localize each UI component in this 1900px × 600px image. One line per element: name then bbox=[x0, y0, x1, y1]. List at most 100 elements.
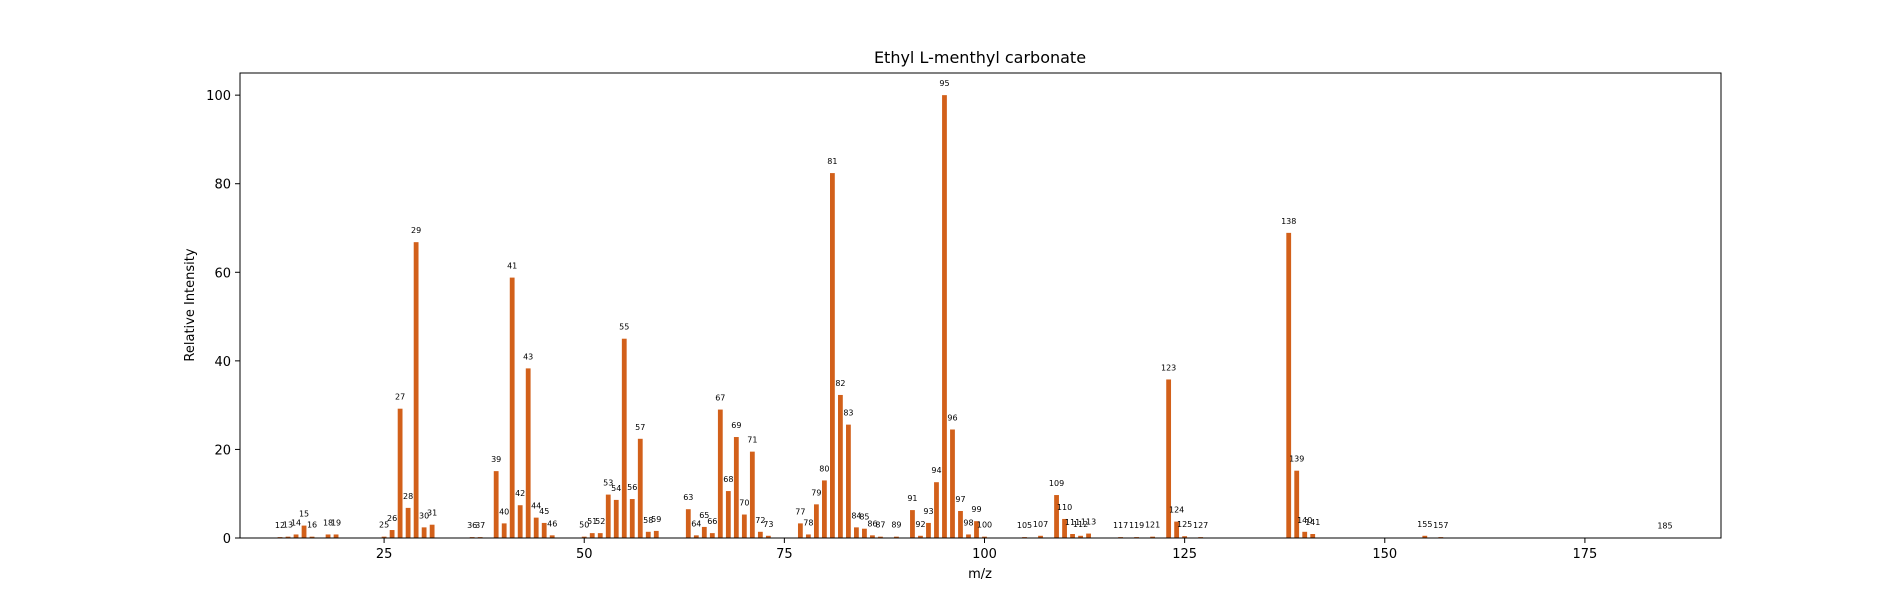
data-label-mz-50: 50 bbox=[579, 521, 589, 530]
data-label-mz-57: 57 bbox=[635, 423, 645, 432]
data-label-mz-105: 105 bbox=[1017, 521, 1032, 530]
data-label-mz-96: 96 bbox=[947, 414, 957, 423]
data-label-mz-92: 92 bbox=[915, 520, 925, 529]
bar-mz-64 bbox=[693, 535, 699, 538]
data-label-mz-43: 43 bbox=[523, 352, 533, 361]
data-label-mz-155: 155 bbox=[1417, 520, 1432, 529]
data-label-mz-95: 95 bbox=[939, 79, 949, 88]
data-label-mz-28: 28 bbox=[403, 492, 413, 501]
bar-mz-40 bbox=[501, 523, 507, 538]
bar-mz-67 bbox=[717, 409, 723, 538]
data-label-mz-86: 86 bbox=[867, 519, 877, 528]
bar-mz-98 bbox=[966, 534, 971, 538]
bar-mz-18 bbox=[325, 534, 331, 538]
data-label-mz-53: 53 bbox=[603, 479, 613, 488]
bar-mz-30 bbox=[421, 527, 427, 538]
bar-mz-84 bbox=[854, 527, 859, 538]
data-label-mz-85: 85 bbox=[859, 513, 869, 522]
y-tick-label-0: 0 bbox=[223, 532, 231, 547]
data-label-mz-45: 45 bbox=[539, 507, 549, 516]
bar-mz-77 bbox=[797, 523, 803, 538]
bar-mz-19 bbox=[333, 534, 339, 538]
data-label-mz-140: 140 bbox=[1297, 516, 1312, 525]
bar-mz-66 bbox=[709, 533, 715, 538]
y-tick-label-80: 80 bbox=[214, 178, 231, 193]
bar-mz-15 bbox=[301, 525, 307, 538]
data-label-mz-111: 111 bbox=[1065, 518, 1080, 527]
bar-mz-53 bbox=[605, 494, 611, 538]
data-label-mz-29: 29 bbox=[411, 226, 421, 235]
data-label-mz-42: 42 bbox=[515, 489, 525, 498]
bar-mz-55 bbox=[621, 338, 627, 538]
x-tick-label-100: 100 bbox=[972, 547, 997, 562]
y-axis-label: Relative Intensity bbox=[183, 248, 198, 361]
data-label-mz-109: 109 bbox=[1049, 479, 1064, 488]
data-label-mz-16: 16 bbox=[307, 521, 317, 530]
data-label-mz-83: 83 bbox=[843, 409, 853, 418]
bar-mz-109 bbox=[1054, 495, 1059, 538]
data-label-mz-113: 113 bbox=[1081, 518, 1096, 527]
chart-title: Ethyl L-menthyl carbonate bbox=[874, 48, 1086, 67]
data-label-mz-19: 19 bbox=[331, 518, 341, 527]
data-label-mz-157: 157 bbox=[1433, 521, 1448, 530]
data-label-mz-46: 46 bbox=[547, 519, 557, 528]
data-label-mz-37: 37 bbox=[475, 521, 485, 530]
data-label-mz-117: 117 bbox=[1113, 521, 1128, 530]
bar-mz-31 bbox=[429, 524, 435, 538]
data-label-mz-41: 41 bbox=[507, 262, 517, 271]
data-label-mz-93: 93 bbox=[923, 507, 933, 516]
data-label-mz-40: 40 bbox=[499, 507, 509, 516]
bar-mz-140 bbox=[1302, 531, 1308, 538]
y-tick-label-100: 100 bbox=[206, 89, 231, 104]
bar-mz-94 bbox=[934, 482, 939, 538]
bar-mz-65 bbox=[701, 526, 707, 538]
bar-mz-99 bbox=[974, 521, 979, 538]
bar-mz-91 bbox=[910, 510, 915, 538]
data-label-mz-70: 70 bbox=[739, 499, 749, 508]
bar-mz-124 bbox=[1174, 521, 1180, 538]
data-label-mz-127: 127 bbox=[1193, 521, 1208, 530]
bar-mz-39 bbox=[493, 471, 499, 538]
data-label-mz-82: 82 bbox=[835, 379, 845, 388]
bar-mz-93 bbox=[926, 522, 931, 538]
bar-mz-27 bbox=[397, 408, 403, 538]
data-label-mz-185: 185 bbox=[1657, 522, 1672, 531]
x-axis-label: m/z bbox=[968, 567, 992, 582]
data-label-mz-31: 31 bbox=[427, 509, 437, 518]
bar-mz-52 bbox=[597, 533, 603, 538]
bar-mz-14 bbox=[293, 534, 299, 538]
data-label-mz-124: 124 bbox=[1169, 506, 1184, 515]
data-label-mz-80: 80 bbox=[819, 464, 829, 473]
bar-mz-111 bbox=[1070, 534, 1075, 538]
data-label-mz-66: 66 bbox=[707, 517, 717, 526]
data-label-mz-59: 59 bbox=[651, 515, 661, 524]
bar-mz-46 bbox=[549, 535, 555, 538]
bar-mz-72 bbox=[757, 531, 763, 538]
bar-mz-89 bbox=[894, 536, 899, 538]
data-label-mz-110: 110 bbox=[1057, 503, 1072, 512]
bar-mz-59 bbox=[653, 530, 659, 538]
bar-mz-141 bbox=[1310, 534, 1316, 538]
data-label-mz-87: 87 bbox=[875, 521, 885, 530]
data-label-mz-14: 14 bbox=[291, 518, 301, 527]
data-label-mz-58: 58 bbox=[643, 516, 653, 525]
y-tick-label-40: 40 bbox=[214, 355, 231, 370]
bar-mz-107 bbox=[1038, 535, 1043, 538]
bar-mz-78 bbox=[805, 534, 811, 538]
bar-mz-70 bbox=[741, 514, 747, 538]
bar-mz-87 bbox=[878, 536, 883, 538]
data-label-mz-69: 69 bbox=[731, 421, 741, 430]
bar-mz-58 bbox=[645, 531, 651, 538]
data-label-mz-107: 107 bbox=[1033, 520, 1048, 529]
data-label-mz-97: 97 bbox=[955, 495, 965, 504]
bar-mz-80 bbox=[821, 480, 827, 538]
data-label-mz-67: 67 bbox=[715, 394, 725, 403]
data-label-mz-100: 100 bbox=[977, 521, 992, 530]
data-label-mz-18: 18 bbox=[323, 518, 333, 527]
bar-mz-68 bbox=[725, 491, 731, 538]
data-label-mz-39: 39 bbox=[491, 455, 501, 464]
data-label-mz-78: 78 bbox=[803, 518, 813, 527]
data-label-mz-54: 54 bbox=[611, 484, 621, 493]
